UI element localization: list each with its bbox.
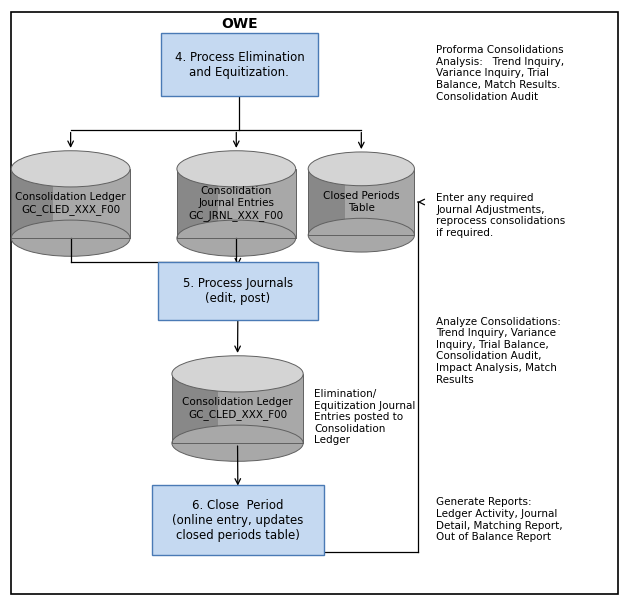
- Polygon shape: [177, 169, 218, 238]
- Text: 5. Process Journals
(edit, post): 5. Process Journals (edit, post): [183, 277, 293, 305]
- Polygon shape: [177, 169, 296, 238]
- Ellipse shape: [11, 151, 130, 187]
- FancyBboxPatch shape: [161, 33, 317, 96]
- Polygon shape: [172, 374, 218, 443]
- Text: 6. Close  Period
(online entry, updates
closed periods table): 6. Close Period (online entry, updates c…: [172, 499, 303, 541]
- Text: Elimination/
Equitization Journal
Entries posted to
Consolidation
Ledger: Elimination/ Equitization Journal Entrie…: [314, 389, 416, 446]
- Polygon shape: [172, 374, 303, 443]
- Polygon shape: [11, 169, 53, 238]
- Polygon shape: [308, 169, 345, 235]
- Ellipse shape: [308, 218, 414, 252]
- Polygon shape: [308, 169, 414, 235]
- Text: Consolidation Ledger
GC_CLED_XXX_F00: Consolidation Ledger GC_CLED_XXX_F00: [182, 397, 293, 420]
- Text: Proforma Consolidations
Analysis:   Trend Inquiry,
Variance Inquiry, Trial
Balan: Proforma Consolidations Analysis: Trend …: [436, 45, 564, 102]
- Text: OWE: OWE: [221, 17, 258, 31]
- Polygon shape: [11, 169, 130, 238]
- Ellipse shape: [172, 425, 303, 461]
- Text: Enter any required
Journal Adjustments,
reprocess consolidations
if required.: Enter any required Journal Adjustments, …: [436, 193, 566, 238]
- Ellipse shape: [172, 356, 303, 392]
- Ellipse shape: [177, 151, 296, 187]
- Ellipse shape: [11, 220, 130, 256]
- Text: Analyze Consolidations:
Trend Inquiry, Variance
Inquiry, Trial Balance,
Consolid: Analyze Consolidations: Trend Inquiry, V…: [436, 317, 561, 385]
- Text: 4. Process Elimination
and Equitization.: 4. Process Elimination and Equitization.: [174, 51, 304, 79]
- Text: Consolidation Ledger
GC_CLED_XXX_F00: Consolidation Ledger GC_CLED_XXX_F00: [15, 192, 126, 215]
- FancyBboxPatch shape: [152, 485, 324, 555]
- Ellipse shape: [177, 220, 296, 256]
- Text: Generate Reports:
Ledger Activity, Journal
Detail, Matching Report,
Out of Balan: Generate Reports: Ledger Activity, Journ…: [436, 497, 563, 542]
- FancyBboxPatch shape: [158, 262, 317, 320]
- Text: Closed Periods
Table: Closed Periods Table: [323, 191, 399, 213]
- FancyBboxPatch shape: [11, 12, 618, 594]
- Ellipse shape: [308, 152, 414, 186]
- Text: Consolidation
Journal Entries
GC_JRNL_XXX_F00: Consolidation Journal Entries GC_JRNL_XX…: [189, 186, 284, 221]
